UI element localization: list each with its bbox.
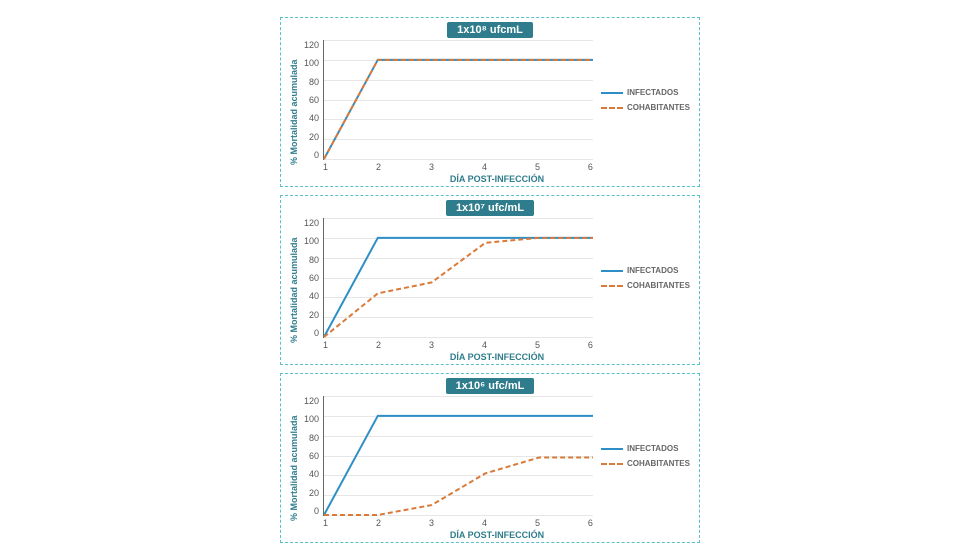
x-axis-label: DÍA POST-INFECCIÓN: [301, 530, 693, 540]
xtick: 4: [482, 162, 487, 172]
chart-title: 1x10⁸ ufcmL: [447, 22, 533, 38]
legend-item-cohabitantes: COHABITANTES: [601, 459, 693, 468]
ytick: 60: [301, 95, 319, 105]
chart-panel-2: 1x10⁷ ufc/mL % Mortalidad acumulada 120 …: [280, 195, 700, 365]
legend-item-infectados: INFECTADOS: [601, 266, 693, 275]
xtick: 1: [323, 162, 328, 172]
y-axis-label: % Mortalidad acumulada: [287, 218, 301, 362]
plot-wrap: 120 100 80 60 40 20 0 INFECTADOS: [301, 40, 693, 184]
xtick: 5: [535, 340, 540, 350]
ytick: 0: [301, 506, 319, 516]
xtick: 3: [429, 340, 434, 350]
x-ticks: 1 2 3 4 5 6: [301, 518, 693, 528]
plot-row: 120 100 80 60 40 20 0 INFECTADOS: [301, 40, 693, 160]
legend-label: INFECTADOS: [627, 88, 678, 97]
ytick: 40: [301, 291, 319, 301]
plot-row: 120 100 80 60 40 20 0 INFECTADOS: [301, 218, 693, 338]
ytick: 80: [301, 77, 319, 87]
legend-label: COHABITANTES: [627, 103, 690, 112]
xtick: 1: [323, 340, 328, 350]
xtick: 5: [535, 162, 540, 172]
legend-swatch-infectados: [601, 92, 623, 94]
y-ticks: 120 100 80 60 40 20 0: [301, 396, 323, 516]
y-axis-label: % Mortalidad acumulada: [287, 396, 301, 540]
xtick: 1: [323, 518, 328, 528]
legend-label: INFECTADOS: [627, 444, 678, 453]
xtick: 5: [535, 518, 540, 528]
legend: INFECTADOS COHABITANTES: [593, 218, 693, 338]
xtick: 6: [588, 518, 593, 528]
xtick: 2: [376, 162, 381, 172]
ytick: 20: [301, 132, 319, 142]
ytick: 80: [301, 255, 319, 265]
x-ticks: 1 2 3 4 5 6: [301, 162, 693, 172]
legend-item-cohabitantes: COHABITANTES: [601, 281, 693, 290]
ytick: 120: [301, 396, 319, 406]
legend-swatch-cohabitantes: [601, 463, 623, 465]
x-axis-label: DÍA POST-INFECCIÓN: [301, 352, 693, 362]
ytick: 80: [301, 433, 319, 443]
xtick: 3: [429, 518, 434, 528]
ytick: 100: [301, 236, 319, 246]
chart-body: % Mortalidad acumulada 120 100 80 60 40 …: [287, 40, 693, 184]
xtick: 2: [376, 518, 381, 528]
chart-body: % Mortalidad acumulada 120 100 80 60 40 …: [287, 396, 693, 540]
plot-area: [323, 40, 593, 160]
legend: INFECTADOS COHABITANTES: [593, 396, 693, 516]
chart-panel-1: 1x10⁸ ufcmL % Mortalidad acumulada 120 1…: [280, 17, 700, 187]
plot-wrap: 120 100 80 60 40 20 0 INFECTADOS: [301, 218, 693, 362]
ytick: 100: [301, 58, 319, 68]
xtick: 4: [482, 518, 487, 528]
legend-label: INFECTADOS: [627, 266, 678, 275]
ytick: 0: [301, 328, 319, 338]
legend-label: COHABITANTES: [627, 459, 690, 468]
plot-area: [323, 218, 593, 338]
x-axis-label: DÍA POST-INFECCIÓN: [301, 174, 693, 184]
legend-swatch-infectados: [601, 270, 623, 272]
ytick: 20: [301, 310, 319, 320]
plot-row: 120 100 80 60 40 20 0 INFECTADOS: [301, 396, 693, 516]
ytick: 100: [301, 414, 319, 424]
legend-item-cohabitantes: COHABITANTES: [601, 103, 693, 112]
legend-swatch-cohabitantes: [601, 107, 623, 109]
legend-item-infectados: INFECTADOS: [601, 444, 693, 453]
ytick: 60: [301, 451, 319, 461]
ytick: 0: [301, 150, 319, 160]
x-ticks: 1 2 3 4 5 6: [301, 340, 693, 350]
ytick: 40: [301, 113, 319, 123]
legend-item-infectados: INFECTADOS: [601, 88, 693, 97]
y-ticks: 120 100 80 60 40 20 0: [301, 40, 323, 160]
y-ticks: 120 100 80 60 40 20 0: [301, 218, 323, 338]
legend: INFECTADOS COHABITANTES: [593, 40, 693, 160]
ytick: 120: [301, 40, 319, 50]
xtick: 6: [588, 162, 593, 172]
chart-title: 1x10⁷ ufc/mL: [446, 200, 534, 216]
xtick: 6: [588, 340, 593, 350]
chart-title: 1x10⁶ ufc/mL: [446, 378, 535, 394]
xtick: 2: [376, 340, 381, 350]
ytick: 120: [301, 218, 319, 228]
legend-swatch-cohabitantes: [601, 285, 623, 287]
legend-swatch-infectados: [601, 448, 623, 450]
legend-label: COHABITANTES: [627, 281, 690, 290]
plot-wrap: 120 100 80 60 40 20 0 INFECTADOS: [301, 396, 693, 540]
plot-area: [323, 396, 593, 516]
ytick: 40: [301, 469, 319, 479]
ytick: 60: [301, 273, 319, 283]
ytick: 20: [301, 488, 319, 498]
y-axis-label: % Mortalidad acumulada: [287, 40, 301, 184]
chart-body: % Mortalidad acumulada 120 100 80 60 40 …: [287, 218, 693, 362]
xtick: 3: [429, 162, 434, 172]
chart-panel-3: 1x10⁶ ufc/mL % Mortalidad acumulada 120 …: [280, 373, 700, 543]
xtick: 4: [482, 340, 487, 350]
